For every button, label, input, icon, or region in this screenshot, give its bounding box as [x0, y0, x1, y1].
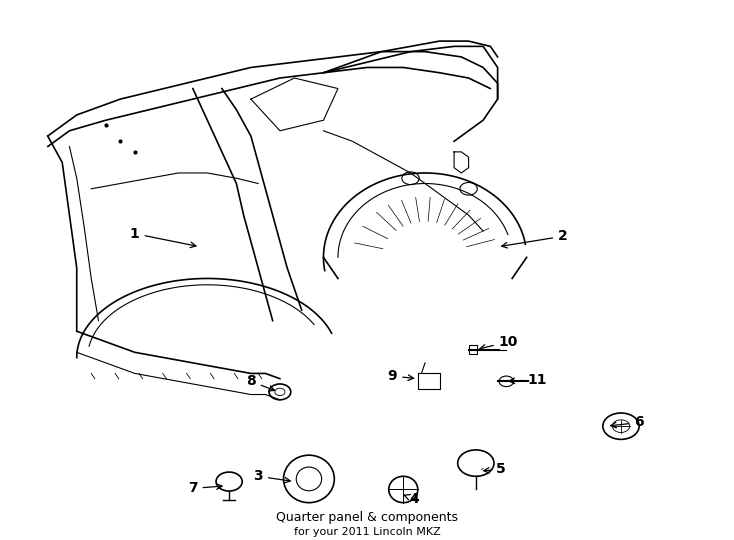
Text: 9: 9	[388, 369, 414, 383]
Text: 5: 5	[484, 462, 506, 476]
Text: 7: 7	[188, 482, 222, 495]
Text: for your 2011 Lincoln MKZ: for your 2011 Lincoln MKZ	[294, 527, 440, 537]
Text: 8: 8	[246, 374, 275, 391]
Text: 1: 1	[130, 227, 196, 248]
Text: 2: 2	[502, 230, 568, 248]
Text: Quarter panel & components: Quarter panel & components	[276, 511, 458, 524]
Text: 11: 11	[509, 373, 548, 387]
Text: 6: 6	[611, 415, 644, 429]
Text: 4: 4	[404, 492, 419, 506]
Text: 10: 10	[480, 335, 518, 350]
Text: 3: 3	[253, 469, 291, 483]
